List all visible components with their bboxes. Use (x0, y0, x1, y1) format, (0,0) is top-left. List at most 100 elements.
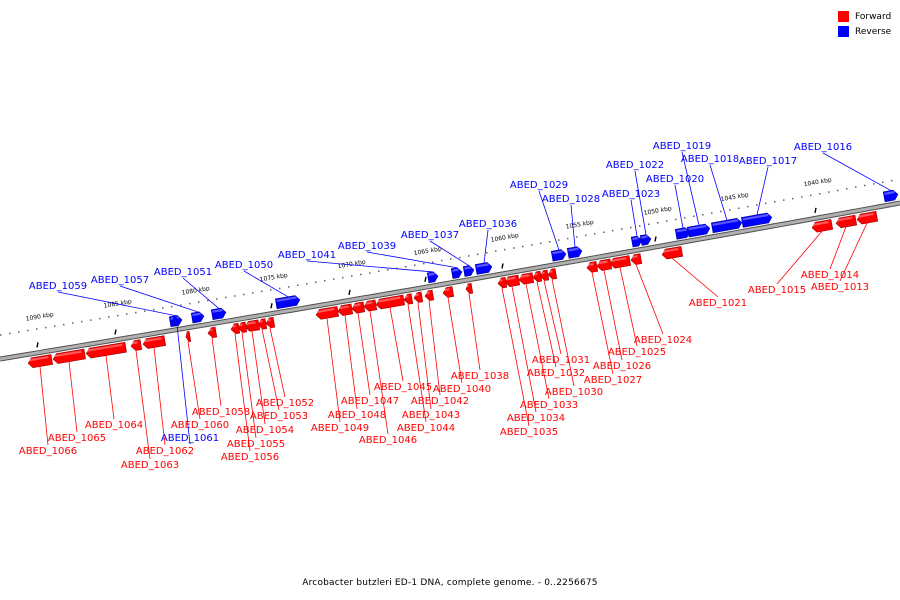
tick-mark (654, 236, 657, 242)
gene-abed-1021[interactable] (661, 246, 684, 260)
gene-label: ABED_1036 (459, 219, 517, 230)
gene-abed-1033[interactable] (518, 272, 535, 285)
gene-abed-1020[interactable] (674, 227, 691, 240)
gene-abed-1024[interactable] (630, 253, 643, 266)
gene-leader-line (175, 315, 191, 445)
gene-abed-1063[interactable] (130, 339, 143, 352)
gene-abed-1057[interactable] (190, 311, 205, 324)
gene-leader-line (326, 318, 341, 423)
gene-abed-1029[interactable] (550, 249, 567, 262)
gene-abed-1053[interactable] (257, 318, 268, 330)
gene-leader-line (671, 257, 719, 298)
gene-abed-1043[interactable] (413, 291, 424, 303)
gene-leader-line (536, 281, 557, 368)
gene-abed-1062[interactable] (142, 335, 167, 349)
gene-leader-line (119, 285, 199, 313)
gene-leader-line (822, 152, 892, 191)
gene-abed-1055[interactable] (237, 321, 248, 333)
gene-abed-1060[interactable] (185, 331, 192, 342)
gene-abed-1040[interactable] (442, 286, 455, 299)
gene-label: ABED_1056 (221, 452, 279, 463)
gene-abed-1042[interactable] (424, 289, 435, 301)
gene-abed-1023[interactable] (630, 235, 643, 248)
gene-abed-1036[interactable] (474, 262, 493, 275)
gene-abed-1027[interactable] (586, 261, 599, 273)
gene-label: ABED_1040 (433, 384, 491, 395)
gene-abed-1022[interactable] (639, 234, 652, 246)
gene-abed-1056[interactable] (230, 322, 241, 335)
gene-label: ABED_1062 (136, 446, 194, 457)
gene-abed-1015[interactable] (811, 219, 834, 233)
gene-leader-line (39, 366, 49, 446)
gene-abed-1017[interactable] (741, 212, 773, 228)
gene-label: ABED_1019 (653, 141, 711, 152)
gene-leader-line (187, 341, 201, 420)
gene-abed-1032[interactable] (532, 270, 543, 283)
tick-label: 1080 kbp (181, 285, 210, 297)
gene-leader-line (570, 204, 576, 248)
gene-abed-1034[interactable] (504, 274, 521, 287)
gene-leader-line (603, 269, 623, 361)
gene-abed-1037[interactable] (462, 265, 475, 277)
gene-abed-1038[interactable] (465, 282, 474, 294)
gene-leader-line (525, 283, 550, 400)
gene-abed-1028[interactable] (566, 246, 583, 259)
gene-leader-line (511, 286, 537, 413)
gene-abed-1046[interactable] (363, 299, 378, 312)
tick-label: 1075 kbp (259, 272, 288, 284)
genome-caption: Arcobacter butzleri ED-1 DNA, complete g… (302, 578, 598, 588)
gene-label: ABED_1051 (154, 267, 212, 278)
gene-abed-1064[interactable] (85, 341, 127, 359)
gene-abed-1035[interactable] (497, 277, 508, 289)
gene-abed-1030[interactable] (547, 268, 558, 280)
reference-arc (0, 178, 900, 336)
gene-abed-1065[interactable] (52, 348, 86, 364)
gene-abed-1051[interactable] (210, 307, 227, 320)
gene-abed-1045[interactable] (375, 294, 405, 310)
gene-label: ABED_1063 (121, 460, 179, 471)
gene-leader-line (234, 333, 251, 452)
tick-label: 1040 kbp (803, 176, 832, 188)
tick-mark (348, 289, 351, 296)
gene-label: ABED_1047 (341, 396, 399, 407)
tick-label: 1090 kbp (25, 311, 54, 323)
gene-abed-1025[interactable] (609, 255, 632, 269)
gene-leader-line (543, 280, 562, 355)
gene-abed-1031[interactable] (539, 269, 550, 281)
gene-leader-line (447, 297, 463, 384)
gene-abed-1026[interactable] (596, 258, 613, 271)
gene-abed-1041[interactable] (426, 271, 439, 284)
gene-leader-line (709, 164, 728, 221)
gene-abed-1066[interactable] (27, 354, 53, 369)
gene-label: ABED_1013 (811, 282, 869, 293)
gene-label: ABED_1034 (507, 413, 565, 424)
gene-label: ABED_1046 (359, 435, 417, 446)
gene-abed-1013[interactable] (856, 210, 879, 225)
gene-label: ABED_1032 (527, 368, 585, 379)
gene-abed-1014[interactable] (835, 214, 858, 229)
gene-label: ABED_1064 (85, 420, 143, 431)
gene-abed-1016[interactable] (882, 189, 899, 203)
legend-item-reverse: Reverse (838, 24, 891, 39)
gene-label: ABED_1027 (584, 375, 642, 386)
gene-abed-1018[interactable] (711, 218, 743, 234)
gene-abed-1050[interactable] (274, 295, 301, 310)
gene-abed-1052[interactable] (265, 316, 276, 329)
gene-leader-line (635, 264, 664, 335)
gene-leader-line (261, 329, 280, 411)
gene-leader-line (105, 355, 115, 420)
gene-abed-1054[interactable] (244, 319, 261, 332)
gene-label: ABED_1057 (91, 275, 149, 286)
tick-label: 1055 kbp (565, 219, 594, 231)
gene-abed-1058[interactable] (207, 326, 218, 338)
legend-label-forward: Forward (855, 11, 892, 22)
gene-leader-line (468, 293, 481, 371)
gene-abed-1047[interactable] (351, 301, 366, 314)
gene-leader-line (538, 190, 560, 251)
tick-mark (36, 342, 39, 348)
gene-abed-1039[interactable] (450, 267, 463, 279)
gene-abed-1049[interactable] (315, 306, 340, 320)
gene-abed-1019[interactable] (686, 223, 711, 238)
gene-abed-1044[interactable] (403, 293, 414, 305)
gene-abed-1048[interactable] (337, 303, 354, 316)
